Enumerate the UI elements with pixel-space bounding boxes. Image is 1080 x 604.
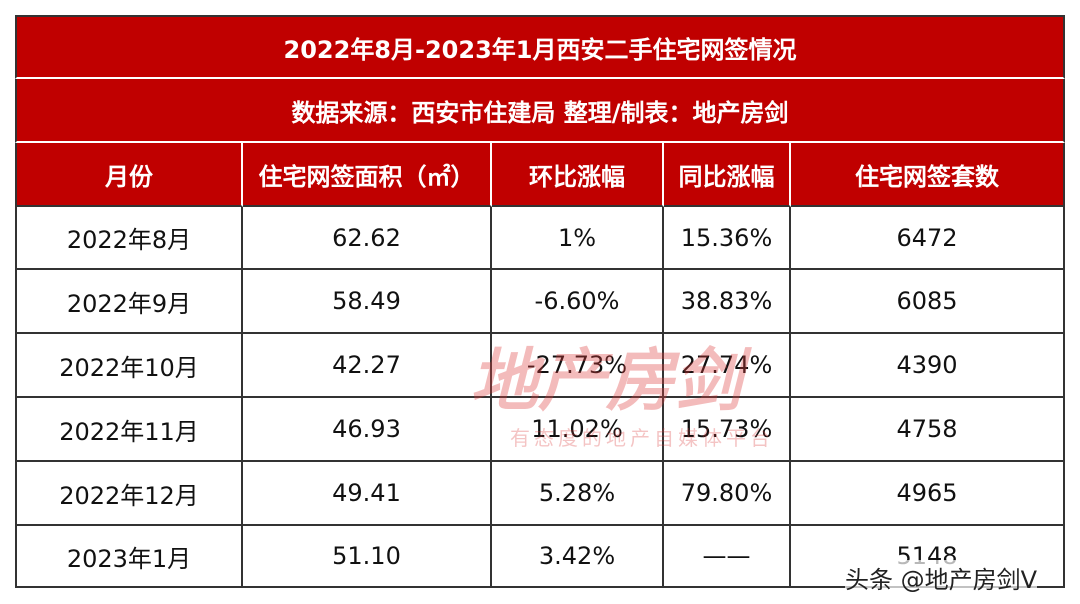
table-cell: 15.73% bbox=[664, 398, 791, 462]
table-cell: 38.83% bbox=[664, 270, 791, 334]
table-cell: 49.41 bbox=[243, 462, 492, 526]
table-cell: 15.36% bbox=[664, 207, 791, 270]
table-cell: 79.80% bbox=[664, 462, 791, 526]
table-cell: —— bbox=[664, 526, 791, 588]
table-cell: 5148 bbox=[791, 526, 1065, 588]
table-cell: 11.02% bbox=[492, 398, 664, 462]
table-cell: 2022年11月 bbox=[15, 398, 243, 462]
table-cell: 1% bbox=[492, 207, 664, 270]
column-header: 同比涨幅 bbox=[664, 143, 791, 207]
table-cell: 62.62 bbox=[243, 207, 492, 270]
table-cell: 2022年8月 bbox=[15, 207, 243, 270]
column-header: 住宅网签面积（㎡） bbox=[243, 143, 492, 207]
table-cell: 51.10 bbox=[243, 526, 492, 588]
column-header: 住宅网签套数 bbox=[791, 143, 1065, 207]
table-cell: 2022年12月 bbox=[15, 462, 243, 526]
table-cell: 5.28% bbox=[492, 462, 664, 526]
table-cell: 2022年9月 bbox=[15, 270, 243, 334]
table-cell: 2022年10月 bbox=[15, 334, 243, 398]
column-header: 月份 bbox=[15, 143, 243, 207]
table-cell: -27.73% bbox=[492, 334, 664, 398]
column-header: 环比涨幅 bbox=[492, 143, 664, 207]
table-cell: -6.60% bbox=[492, 270, 664, 334]
table-cell: 2023年1月 bbox=[15, 526, 243, 588]
table-cell: 58.49 bbox=[243, 270, 492, 334]
table-cell: 27.74% bbox=[664, 334, 791, 398]
table-cell: 3.42% bbox=[492, 526, 664, 588]
table-cell: 4390 bbox=[791, 334, 1065, 398]
table-subtitle: 数据来源：西安市住建局 整理/制表：地产房剑 bbox=[15, 79, 1065, 143]
table-cell: 6472 bbox=[791, 207, 1065, 270]
table-cell: 42.27 bbox=[243, 334, 492, 398]
table-cell: 46.93 bbox=[243, 398, 492, 462]
table-cell: 4965 bbox=[791, 462, 1065, 526]
table-cell: 6085 bbox=[791, 270, 1065, 334]
table-cell: 4758 bbox=[791, 398, 1065, 462]
table-title: 2022年8月-2023年1月西安二手住宅网签情况 bbox=[15, 15, 1065, 79]
